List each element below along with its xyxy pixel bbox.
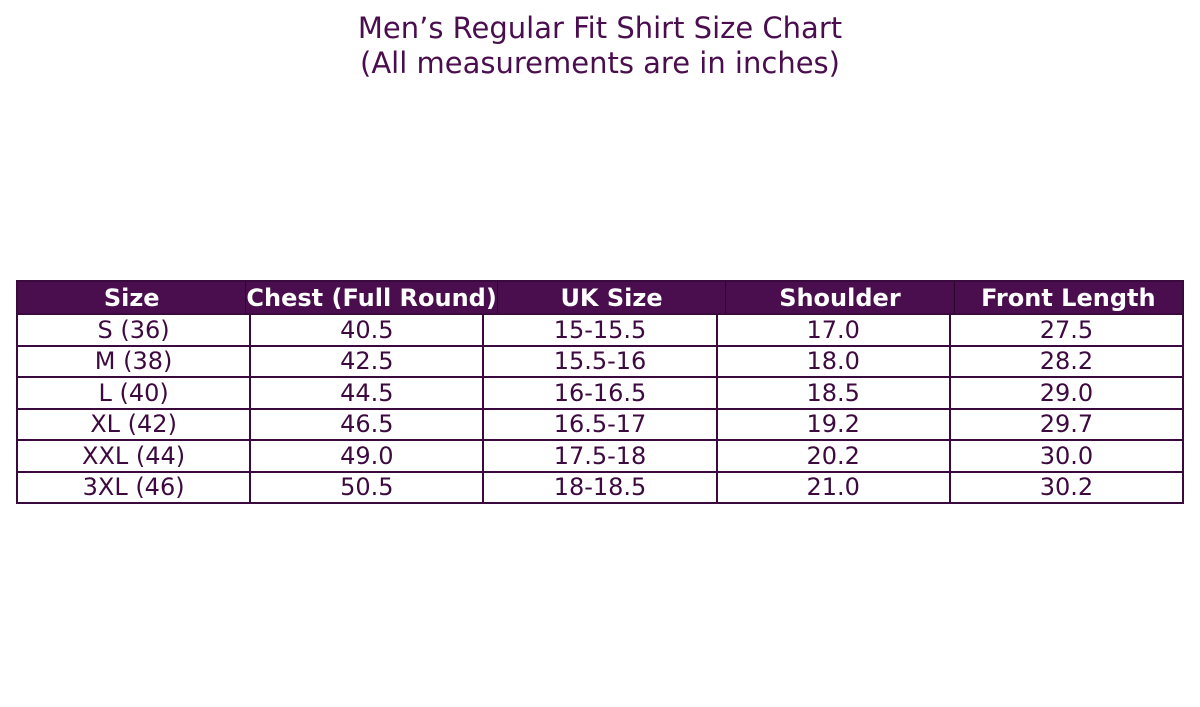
table-cell: 15.5-16 <box>482 346 716 376</box>
table-cell: XXL (44) <box>18 441 250 471</box>
table-cell: 18.0 <box>715 346 949 376</box>
table-cell: 30.2 <box>948 472 1183 502</box>
table-cell: 27.5 <box>948 315 1183 345</box>
column-header: Chest (Full Round) <box>245 282 497 313</box>
table-row: M (38) 42.5 15.5-16 18.0 28.2 <box>18 344 1183 376</box>
table-cell: 29.0 <box>948 378 1183 408</box>
table-cell: 18.5 <box>715 378 949 408</box>
table-cell: 16-16.5 <box>482 378 716 408</box>
table-cell: 44.5 <box>249 378 483 408</box>
table-row: 3XL (46) 50.5 18-18.5 21.0 30.2 <box>18 470 1183 502</box>
table-cell: 18-18.5 <box>482 472 716 502</box>
table-cell: 15-15.5 <box>482 315 716 345</box>
table-cell: 16.5-17 <box>482 409 716 439</box>
column-header: Shoulder <box>725 282 954 313</box>
table-row: XXL (44) 49.0 17.5-18 20.2 30.0 <box>18 439 1183 471</box>
column-header: Size <box>18 282 246 313</box>
table-row: S (36) 40.5 15-15.5 17.0 27.5 <box>18 313 1183 345</box>
page-title: Men’s Regular Fit Shirt Size Chart <box>357 11 843 45</box>
table-cell: 46.5 <box>249 409 483 439</box>
table-cell: 29.7 <box>948 409 1183 439</box>
table-cell: XL (42) <box>18 409 250 439</box>
table-cell: 28.2 <box>948 346 1183 376</box>
table-cell: 21.0 <box>715 472 949 502</box>
table-cell: 50.5 <box>249 472 483 502</box>
column-header: UK Size <box>496 282 726 313</box>
page-subtitle: (All measurements are in inches) <box>360 46 840 80</box>
table-header-row: Size Chest (Full Round) UK Size Shoulder Fro… <box>18 282 1183 313</box>
table-cell: 30.0 <box>948 441 1183 471</box>
table-cell: L (40) <box>18 378 250 408</box>
table-cell: 40.5 <box>249 315 483 345</box>
table-cell: 17.0 <box>715 315 949 345</box>
table-cell: 3XL (46) <box>18 472 250 502</box>
table-cell: M (38) <box>18 346 250 376</box>
table-cell: 49.0 <box>249 441 483 471</box>
size-chart-table: Size Chest (Full Round) UK Size Shoulder Fro… <box>16 280 1184 504</box>
table-cell: 17.5-18 <box>482 441 716 471</box>
table-cell: S (36) <box>18 315 250 345</box>
table-row: L (40) 44.5 16-16.5 18.5 29.0 <box>18 376 1183 408</box>
table-cell: 19.2 <box>715 409 949 439</box>
table-row: XL (42) 46.5 16.5-17 19.2 29.7 <box>18 407 1183 439</box>
table-cell: 42.5 <box>249 346 483 376</box>
table-cell: 20.2 <box>715 441 949 471</box>
column-header: Front Length <box>953 282 1183 313</box>
